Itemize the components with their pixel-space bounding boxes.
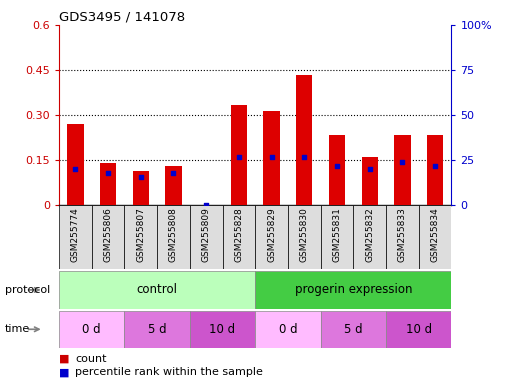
Text: GSM255828: GSM255828 — [234, 207, 243, 262]
Text: 0 d: 0 d — [83, 323, 101, 336]
Text: GSM255807: GSM255807 — [136, 207, 145, 262]
FancyBboxPatch shape — [190, 205, 223, 269]
FancyBboxPatch shape — [255, 205, 288, 269]
Text: GSM255806: GSM255806 — [104, 207, 112, 262]
FancyBboxPatch shape — [92, 205, 124, 269]
Text: GSM255808: GSM255808 — [169, 207, 178, 262]
Point — [169, 170, 177, 176]
Bar — [100, 163, 116, 205]
Text: 10 d: 10 d — [406, 323, 432, 336]
FancyBboxPatch shape — [59, 311, 124, 348]
Bar — [165, 166, 182, 205]
Text: control: control — [136, 283, 177, 296]
FancyBboxPatch shape — [190, 311, 255, 348]
FancyBboxPatch shape — [386, 311, 451, 348]
Text: count: count — [75, 354, 107, 364]
Bar — [329, 135, 345, 205]
Point — [398, 159, 406, 165]
FancyBboxPatch shape — [255, 271, 451, 309]
Text: time: time — [5, 324, 30, 334]
Text: percentile rank within the sample: percentile rank within the sample — [75, 367, 263, 377]
Point — [104, 170, 112, 176]
FancyBboxPatch shape — [124, 205, 157, 269]
Bar — [427, 135, 443, 205]
FancyBboxPatch shape — [321, 205, 353, 269]
FancyBboxPatch shape — [157, 205, 190, 269]
Point — [136, 174, 145, 180]
Text: progerin expression: progerin expression — [294, 283, 412, 296]
Bar — [67, 124, 84, 205]
Text: ■: ■ — [59, 367, 69, 377]
Point — [300, 154, 308, 160]
Point — [333, 163, 341, 169]
Point — [267, 154, 275, 160]
Text: GSM255832: GSM255832 — [365, 207, 374, 262]
Point — [71, 166, 80, 172]
Point — [235, 154, 243, 160]
Text: 10 d: 10 d — [209, 323, 235, 336]
Text: GSM255809: GSM255809 — [202, 207, 211, 262]
Text: GSM255833: GSM255833 — [398, 207, 407, 262]
Text: GSM255830: GSM255830 — [300, 207, 309, 262]
FancyBboxPatch shape — [419, 205, 451, 269]
Point — [202, 202, 210, 209]
Point — [366, 166, 374, 172]
Text: GDS3495 / 141078: GDS3495 / 141078 — [59, 11, 185, 24]
Text: GSM255774: GSM255774 — [71, 207, 80, 262]
FancyBboxPatch shape — [59, 205, 92, 269]
FancyBboxPatch shape — [353, 205, 386, 269]
Text: protocol: protocol — [5, 285, 50, 295]
Text: GSM255829: GSM255829 — [267, 207, 276, 262]
Bar — [362, 157, 378, 205]
FancyBboxPatch shape — [59, 271, 255, 309]
FancyBboxPatch shape — [255, 311, 321, 348]
Text: 5 d: 5 d — [344, 323, 363, 336]
Text: GSM255831: GSM255831 — [332, 207, 342, 262]
FancyBboxPatch shape — [321, 311, 386, 348]
FancyBboxPatch shape — [223, 205, 255, 269]
FancyBboxPatch shape — [124, 311, 190, 348]
Text: 5 d: 5 d — [148, 323, 166, 336]
Bar — [296, 74, 312, 205]
Bar — [132, 171, 149, 205]
Bar — [394, 135, 410, 205]
Bar — [231, 105, 247, 205]
Bar — [263, 111, 280, 205]
FancyBboxPatch shape — [288, 205, 321, 269]
Point — [431, 163, 439, 169]
Text: GSM255834: GSM255834 — [430, 207, 440, 262]
FancyBboxPatch shape — [386, 205, 419, 269]
Text: ■: ■ — [59, 354, 69, 364]
Text: 0 d: 0 d — [279, 323, 297, 336]
